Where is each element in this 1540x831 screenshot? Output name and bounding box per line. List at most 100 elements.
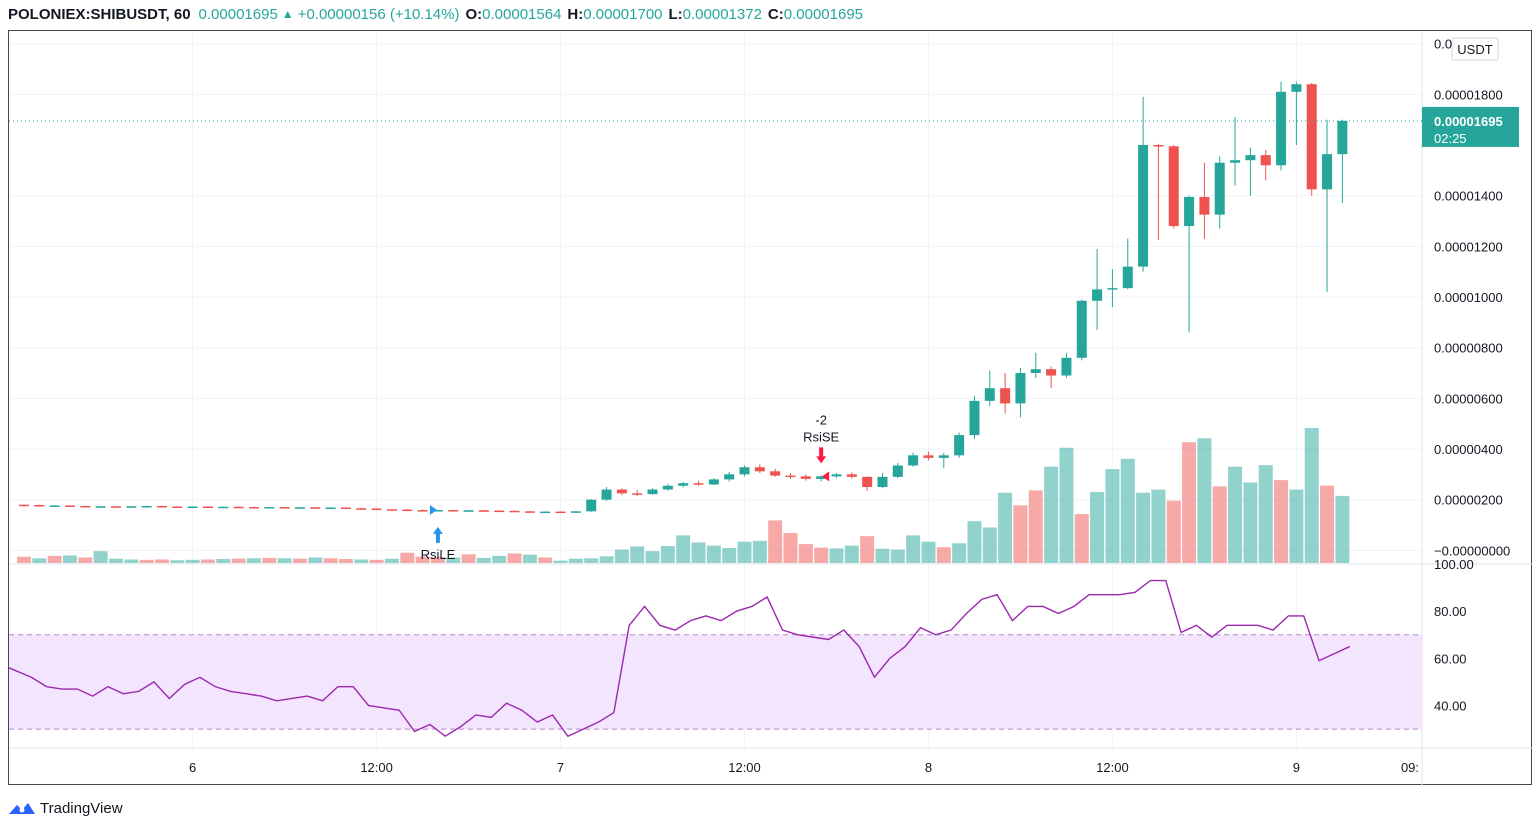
time-tick-label: 8 xyxy=(925,760,932,775)
candle-body xyxy=(64,505,75,507)
candle-body xyxy=(448,510,459,512)
candle-body xyxy=(647,489,658,495)
low-value: 0.00001372 xyxy=(682,5,762,23)
candle-body xyxy=(816,476,827,479)
open-label: O: xyxy=(465,5,483,23)
volume-bar xyxy=(890,549,905,563)
candle-body xyxy=(417,510,428,512)
volume-bar xyxy=(78,557,93,563)
candle-body xyxy=(800,476,811,479)
price-change: +0.00000156 (+10.14%) xyxy=(297,5,460,23)
candle-body xyxy=(1030,369,1041,373)
symbol-title[interactable]: POLONIEX:SHIBUSDT, 60 xyxy=(8,5,191,23)
volume-bar xyxy=(308,557,323,563)
volume-bar xyxy=(1274,480,1289,563)
candle-body xyxy=(187,506,198,509)
candle-body xyxy=(954,435,965,456)
currency-label: USDT xyxy=(1457,42,1492,57)
volume-bar xyxy=(875,548,890,563)
volume-bar xyxy=(1028,490,1043,563)
candle-body xyxy=(862,476,873,487)
candle-body xyxy=(294,507,305,509)
price-tick-label: −0.00000000 xyxy=(1434,543,1510,558)
volume-bar xyxy=(553,560,568,563)
candle-body xyxy=(969,400,980,436)
price-tick-label: 0.00001800 xyxy=(1434,87,1503,102)
volume-bar xyxy=(476,557,491,563)
candle-body xyxy=(340,507,351,510)
volume-bar xyxy=(1013,505,1028,563)
volume-bar xyxy=(507,553,522,563)
volume-bar xyxy=(1166,500,1181,563)
candle-body xyxy=(325,507,336,510)
price-tick-label: 0.00000600 xyxy=(1434,391,1503,406)
candle-body xyxy=(463,510,474,512)
volume-bar xyxy=(108,558,123,563)
sell-arrow-icon xyxy=(816,447,827,464)
time-tick-label: 12:00 xyxy=(1096,760,1129,775)
candle-body xyxy=(570,511,581,513)
candle-body xyxy=(1276,91,1287,166)
exit-marker-icon xyxy=(822,471,830,482)
candle-body xyxy=(478,510,489,512)
time-tick-label: 12:00 xyxy=(728,760,761,775)
volume-bar xyxy=(1258,465,1273,563)
volume-bar xyxy=(522,554,537,563)
candle-body xyxy=(1153,145,1164,147)
volume-bar xyxy=(1059,447,1074,563)
volume-bar xyxy=(1197,438,1212,563)
candle-body xyxy=(126,506,137,508)
candle-body xyxy=(739,467,750,475)
candle-body xyxy=(509,510,520,513)
candle-body xyxy=(892,465,903,477)
candle-body xyxy=(218,506,229,509)
candle-body xyxy=(279,507,290,509)
volume-bar xyxy=(369,559,384,563)
candle-body xyxy=(402,509,413,512)
volume-bar xyxy=(676,535,691,563)
candle-body xyxy=(693,483,704,485)
volume-bar xyxy=(231,558,246,563)
candle-body xyxy=(494,510,505,513)
currency-badge xyxy=(1451,37,1499,61)
candle-body xyxy=(601,489,612,500)
candle-body xyxy=(831,474,842,477)
volume-bar xyxy=(292,558,307,563)
time-tick-label: 12:00 xyxy=(360,760,393,775)
volume-bar xyxy=(446,557,461,563)
rsi-tick-label: 80.00 xyxy=(1434,604,1467,619)
time-tick-label: 7 xyxy=(557,760,564,775)
price-chart[interactable]: RsiLE RsiSE -2 −0.00000000 0.00000200 0.00000… xyxy=(0,0,1540,790)
candle-body xyxy=(754,467,765,472)
candle-body xyxy=(1000,388,1011,404)
volume-bar xyxy=(1120,458,1135,563)
candle-body xyxy=(938,455,949,458)
rsi-tick-label: 60.00 xyxy=(1434,651,1467,666)
tradingview-logo-icon xyxy=(9,803,35,814)
signal-qty: -2 xyxy=(815,412,827,427)
volume-bar xyxy=(124,559,139,563)
volume-bar xyxy=(154,559,169,563)
candle-body xyxy=(1245,155,1256,161)
candle-body xyxy=(19,504,29,507)
candle-body xyxy=(49,505,60,507)
candle-body xyxy=(110,506,121,508)
volume-bar xyxy=(200,559,215,563)
tradingview-logo[interactable]: TradingView xyxy=(8,797,123,819)
candle-body xyxy=(616,489,627,494)
volume-bar xyxy=(93,551,108,563)
volume-bar xyxy=(737,541,752,563)
volume-bar xyxy=(921,541,936,563)
volume-bar xyxy=(860,536,875,563)
candle-body xyxy=(172,506,183,509)
volume-bar xyxy=(1151,489,1166,563)
price-tick-label: 0.00001000 xyxy=(1434,290,1503,305)
price-tick-label: 0.00000200 xyxy=(1434,493,1503,508)
volume-bar xyxy=(660,546,675,563)
volume-bar xyxy=(400,552,415,563)
chart-frame[interactable] xyxy=(8,30,1532,785)
tradingview-brand: TradingView xyxy=(40,799,123,817)
price-tick-label: 0.00001200 xyxy=(1434,239,1503,254)
volume-bar xyxy=(62,555,77,563)
candle-body xyxy=(1061,357,1072,376)
